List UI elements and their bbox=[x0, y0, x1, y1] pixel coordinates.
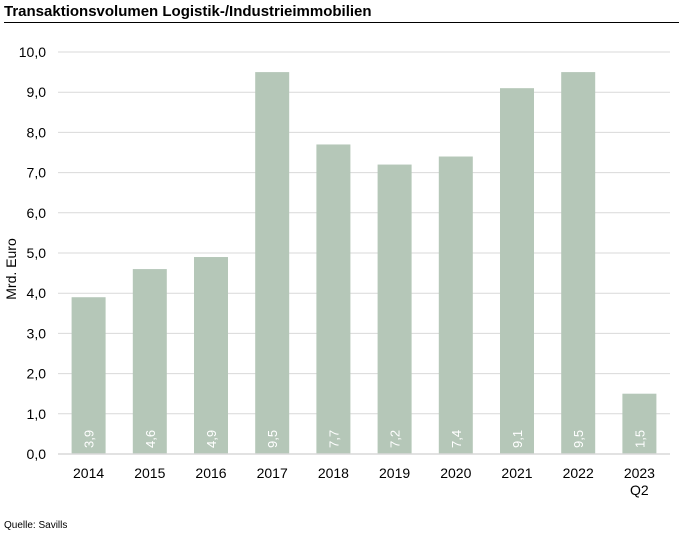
y-tick-label: 9,0 bbox=[27, 84, 47, 100]
bar bbox=[500, 88, 534, 455]
title-divider bbox=[4, 22, 679, 23]
bar-value-label: 3,9 bbox=[82, 430, 97, 448]
y-tick-label: 8,0 bbox=[27, 124, 47, 140]
x-tick-label: 2023 Q2 bbox=[624, 465, 655, 498]
bar-value-label: 7,4 bbox=[449, 430, 464, 448]
x-axis-ticks: 2014 2015 2016 2017 2018 2019 2020 2021 2022 2023… bbox=[73, 465, 655, 498]
y-axis-label: Mrd. Euro bbox=[3, 238, 19, 300]
y-tick-label: 4,0 bbox=[27, 285, 47, 301]
x-tick-label: 2017 bbox=[257, 465, 288, 481]
bar bbox=[561, 72, 596, 454]
bar-value-label: 7,7 bbox=[326, 430, 341, 448]
x-tick-label: 2022 bbox=[563, 465, 594, 481]
bars: 3,9 4,6 4,9 9,5 7,7 7,2 7,4 9,1 9,5 1,5 bbox=[71, 72, 657, 455]
y-tick-label: 6,0 bbox=[27, 205, 47, 221]
y-tick-label: 2,0 bbox=[27, 366, 47, 382]
x-tick-label: 2014 bbox=[73, 465, 104, 481]
bar bbox=[194, 257, 228, 454]
y-tick-label: 10,0 bbox=[19, 44, 46, 60]
bar bbox=[255, 72, 290, 454]
y-tick-label: 5,0 bbox=[27, 245, 47, 261]
bar bbox=[377, 164, 412, 454]
y-tick-label: 7,0 bbox=[27, 165, 47, 181]
bar-value-label: 4,9 bbox=[204, 430, 219, 448]
bar-value-label: 9,1 bbox=[510, 430, 525, 448]
x-tick-label: 2015 bbox=[134, 465, 165, 481]
chart-title: Transaktionsvolumen Logistik-/Industriei… bbox=[4, 3, 372, 20]
y-axis-ticks: 0,0 1,0 2,0 3,0 4,0 5,0 6,0 7,0 8,0 9,0 10,0 bbox=[19, 44, 46, 462]
bar bbox=[71, 297, 106, 454]
bar-value-label: 9,5 bbox=[571, 430, 586, 448]
x-tick-label: 2016 bbox=[195, 465, 226, 481]
y-tick-label: 0,0 bbox=[27, 446, 47, 462]
bar-value-label: 4,6 bbox=[143, 430, 158, 448]
x-tick-label: 2021 bbox=[501, 465, 532, 481]
bar bbox=[438, 156, 473, 454]
y-tick-label: 1,0 bbox=[27, 406, 47, 422]
bar bbox=[622, 393, 657, 454]
bar-value-label: 1,5 bbox=[632, 430, 647, 448]
x-tick-label: 2020 bbox=[440, 465, 471, 481]
source-note: Quelle: Savills bbox=[4, 520, 68, 531]
y-tick-label: 3,0 bbox=[27, 325, 47, 341]
x-tick-label: 2019 bbox=[379, 465, 410, 481]
bar-value-label: 7,2 bbox=[388, 430, 403, 448]
bar bbox=[132, 269, 167, 454]
bar bbox=[316, 144, 351, 454]
bar-value-label: 9,5 bbox=[265, 430, 280, 448]
x-tick-label: 2018 bbox=[318, 465, 349, 481]
bar-chart: 0,0 1,0 2,0 3,0 4,0 5,0 6,0 7,0 8,0 9,0 10,0 3,9 4,… bbox=[3, 44, 670, 498]
